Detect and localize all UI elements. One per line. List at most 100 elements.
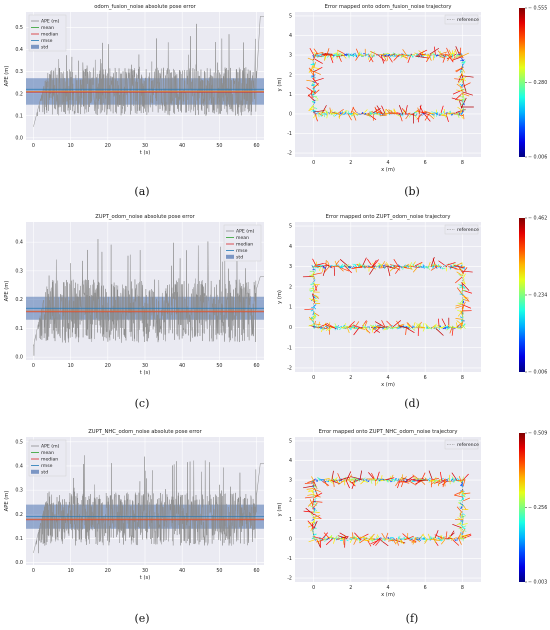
error-segment [444,326,448,328]
error-segment [343,264,352,274]
error-segment [422,327,426,332]
y-tick-label: 0.4 [15,464,23,470]
x-tick-label: 4 [386,585,389,591]
error-segment [336,325,338,330]
error-segment [367,113,377,121]
error-segment [410,538,413,541]
error-segment [370,51,380,56]
error-segment [364,113,366,115]
error-segment [415,114,418,117]
error-segment [357,538,361,542]
error-segment [461,535,468,538]
error-segment [416,53,426,56]
error-segment [313,536,323,540]
error-segment [364,325,367,329]
legend-label: mean [236,236,249,241]
error-segment [438,51,442,56]
error-segment [461,318,464,322]
error-segment [427,53,429,61]
error-segment [458,475,462,484]
error-segment [332,479,335,488]
error-segment [336,55,340,59]
error-segment [385,108,391,113]
error-segment [380,540,389,547]
error-segment [461,270,473,273]
error-segment [388,109,396,115]
error-segment [461,92,470,97]
error-segment [434,537,436,544]
error-segment [381,54,384,57]
error-segment [366,110,374,115]
legend-label: median [41,457,58,463]
error-segment [333,52,338,57]
legend-box [444,14,479,25]
y-tick-label: -1 [287,131,292,137]
x-tick-label: 6 [424,585,427,591]
error-segment [400,479,405,488]
error-segment [395,539,399,544]
legend-label: std [41,470,48,476]
error-segment [347,113,352,121]
error-segment [416,53,420,58]
error-segment [456,506,463,513]
x-tick-label: 20 [105,568,111,574]
error-segment [358,262,360,266]
error-segment [311,519,314,521]
error-segment [420,111,430,116]
error-segment [387,539,396,542]
error-segment [461,490,465,495]
error-segment [460,66,465,73]
error-segment [415,54,419,56]
error-segment [397,264,400,267]
error-segment [312,265,315,269]
error-segment [313,101,316,104]
error-segment [458,73,463,83]
error-segment [405,475,415,482]
error-segment [400,476,407,482]
error-segment [353,321,360,329]
error-segment [443,108,446,114]
error-segment [313,264,316,267]
error-segment [316,479,319,483]
error-segment [406,322,413,329]
x-tick-label: 50 [216,363,222,369]
x-tick-label: 60 [254,363,260,369]
error-segment [462,523,468,525]
error-segment [377,479,381,482]
error-segment [431,111,435,113]
error-segment [444,53,453,59]
error-segment [462,281,466,285]
error-segment [462,513,465,515]
error-segment [430,263,437,267]
error-segment [451,478,454,481]
error-segment [382,265,385,267]
error-segment [384,265,396,269]
error-segment [461,299,464,304]
error-segment [309,298,315,302]
error-segment [454,477,457,481]
error-segment [445,114,447,118]
error-segment [312,265,322,268]
error-segment [454,276,463,284]
error-segment [331,111,340,115]
error-segment [381,320,386,327]
y-tick-label: 0 [289,325,292,331]
error-segment [418,50,424,55]
legend-label: mean [41,451,54,456]
error-segment [401,474,403,481]
error-segment [333,266,335,276]
error-segment [436,114,438,117]
error-segment [442,267,446,270]
error-segment [463,278,466,285]
error-segment [321,54,332,56]
error-segment [338,112,344,118]
chart-title: ZUPT_odom_noise absolute pose error [95,214,195,220]
error-segment [460,531,462,534]
error-segment [304,308,314,311]
error-segment [317,111,319,114]
error-segment [359,537,368,544]
error-segment [353,539,357,545]
ape-series-line [33,16,264,127]
error-segment [313,304,316,307]
y-tick-label: 2 [289,497,292,503]
